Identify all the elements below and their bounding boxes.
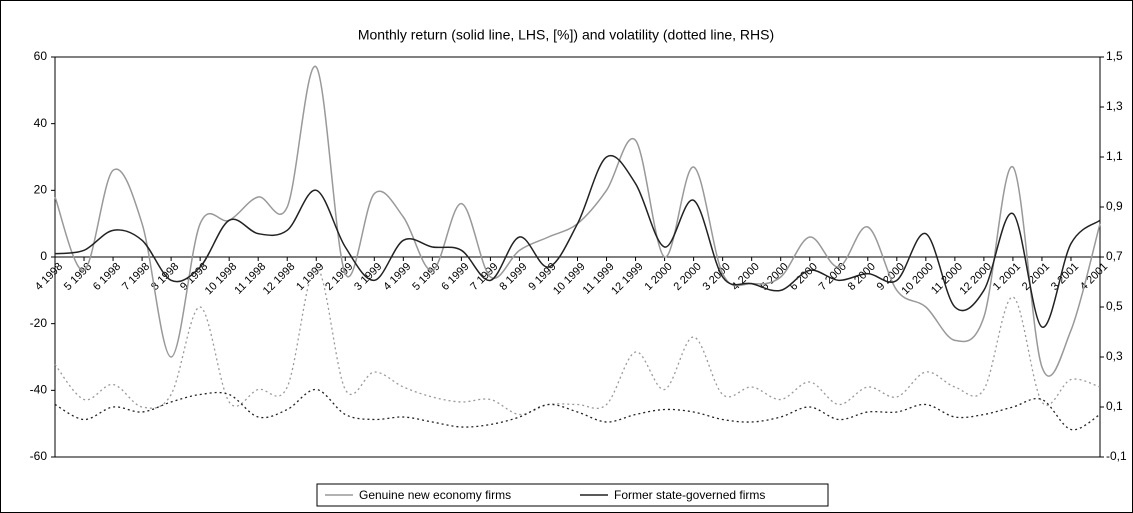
- y2-tick-label: 0,5: [1106, 299, 1123, 313]
- y-tick-label: 0: [40, 249, 47, 263]
- y2-tick-label: -0,1: [1106, 449, 1127, 463]
- series-line: [54, 266, 1101, 416]
- y-tick-label: 60: [34, 49, 48, 63]
- y2-tick-label: 0,7: [1106, 249, 1123, 263]
- series-line: [54, 66, 1101, 377]
- chart-title: Monthly return (solid line, LHS, [%]) an…: [358, 27, 774, 43]
- y2-tick-label: 1,1: [1106, 149, 1123, 163]
- y2-tick-label: 0,3: [1106, 349, 1123, 363]
- series-line: [54, 388, 1101, 431]
- y2-tick-label: 0,9: [1106, 199, 1123, 213]
- y2-tick-label: 1,3: [1106, 99, 1123, 113]
- series-line: [54, 154, 1101, 328]
- legend-box: [316, 483, 829, 507]
- y2-tick-label: 0,1: [1106, 399, 1123, 413]
- y2-tick-label: 1,5: [1106, 49, 1123, 63]
- y-tick-label: 20: [34, 183, 48, 197]
- legend-label: Genuine new economy firms: [359, 488, 511, 502]
- y-tick-label: 40: [34, 116, 48, 130]
- legend-label: Former state-governed firms: [614, 488, 765, 502]
- y-tick-label: -20: [30, 316, 48, 330]
- y-tick-label: -60: [30, 449, 48, 463]
- y-tick-label: -40: [30, 383, 48, 397]
- legend: Genuine new economy firms Former state-go…: [316, 483, 829, 507]
